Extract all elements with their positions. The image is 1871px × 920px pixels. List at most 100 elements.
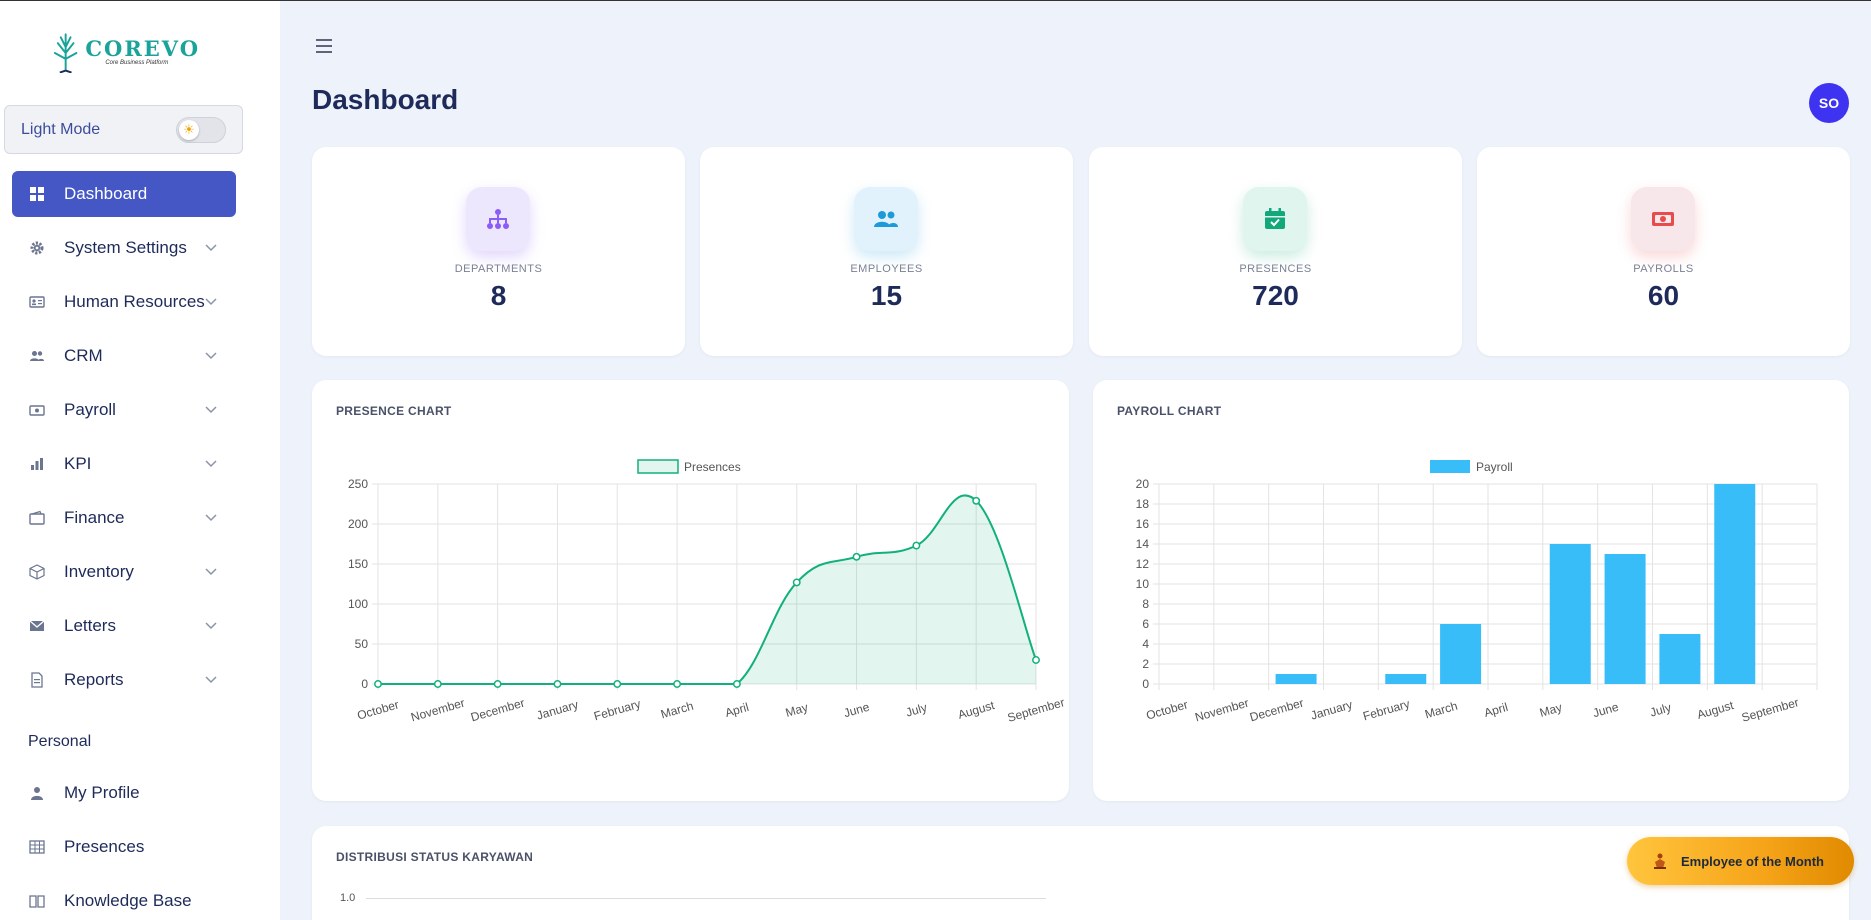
stat-label: EMPLOYEES — [850, 263, 923, 275]
sidebar-item-reports[interactable]: Reports — [12, 657, 236, 703]
status-chart-axis-line — [366, 898, 1046, 899]
bar-may — [1549, 544, 1591, 684]
brand-name: COREVO — [85, 36, 200, 61]
org-chart-icon — [466, 187, 530, 251]
payroll-bar-chart: 0 2 4 6 8 10 12 14 16 18 20 October NovemberDecember… — [1136, 460, 1818, 725]
theme-mode-panel: Light Mode ☀ — [4, 105, 243, 154]
data-point — [433, 680, 442, 688]
envelope-icon — [28, 617, 46, 635]
x-tick-label: February — [592, 697, 642, 724]
status-chart-tick-label: 1.0 — [340, 892, 356, 904]
trophy-person-icon — [1654, 853, 1666, 869]
x-tick-label: November — [409, 696, 466, 725]
sidebar-item-system-settings[interactable]: System Settings — [12, 225, 236, 271]
id-card-icon — [28, 293, 46, 311]
sidebar-section-personal: Personal — [28, 733, 92, 750]
employee-of-the-month-label: Employee of the Month — [1681, 853, 1824, 869]
table-icon — [28, 838, 46, 856]
chart-title: PAYROLL CHART — [1117, 404, 1222, 418]
y-tick-label: 100 — [348, 597, 368, 611]
sidebar-item-inventory[interactable]: Inventory — [12, 549, 236, 595]
y-tick-label: 18 — [1136, 497, 1150, 511]
sidebar-item-kpi[interactable]: KPI — [12, 441, 236, 487]
y-tick-label: 2 — [1142, 657, 1149, 671]
sun-icon: ☀ — [179, 119, 199, 140]
y-tick-label: 20 — [1136, 477, 1150, 491]
x-tick-label: July — [904, 700, 928, 719]
chart-title: DISTRIBUSI STATUS KARYAWAN — [336, 850, 534, 864]
x-tick-label: July — [1648, 700, 1672, 719]
data-point — [792, 578, 801, 587]
stat-label: DEPARTMENTS — [454, 263, 543, 275]
sidebar-item-payroll[interactable]: Payroll — [12, 387, 236, 433]
users-icon — [28, 347, 46, 365]
brand-logo[interactable]: COREVO Core Business Platform — [50, 31, 200, 73]
money-icon — [1631, 187, 1695, 251]
sidebar-item-letters[interactable]: Letters — [12, 603, 236, 649]
user-avatar[interactable]: SO — [1809, 83, 1849, 123]
box-icon — [28, 563, 46, 581]
sidebar-item-label: Reports — [64, 670, 124, 689]
hamburger-menu-icon[interactable] — [314, 36, 334, 56]
theme-mode-label: Light Mode — [21, 120, 101, 138]
x-tick-label: June — [842, 700, 871, 721]
y-tick-label: 0 — [361, 677, 368, 691]
x-tick-label: November — [1193, 696, 1250, 725]
stat-value: 15 — [870, 280, 903, 311]
x-tick-label: April — [1483, 700, 1510, 720]
chevron-down-icon — [205, 514, 217, 522]
gear-icon — [28, 239, 46, 257]
sidebar-item-crm[interactable]: CRM — [12, 333, 236, 379]
sidebar-item-label: Finance — [64, 508, 125, 527]
y-tick-label: 16 — [1136, 517, 1150, 531]
sidebar-item-human-resources[interactable]: Human Resources — [12, 279, 236, 325]
wallet-icon — [28, 509, 46, 527]
chevron-down-icon — [205, 352, 217, 360]
employee-of-the-month-button[interactable]: Employee of the Month — [1627, 837, 1854, 885]
stat-value: 60 — [1647, 280, 1680, 311]
chevron-down-icon — [205, 622, 217, 630]
legend-swatch-payroll — [1430, 460, 1470, 473]
x-tick-label: March — [659, 699, 695, 722]
sidebar-item-label: System Settings — [64, 238, 187, 257]
data-point — [673, 680, 682, 688]
payroll-chart-card: PAYROLL CHART 0 2 4 6 8 10 12 14 16 18 20 October No… — [1093, 380, 1849, 801]
grid-icon — [28, 185, 46, 203]
data-point — [1032, 656, 1040, 664]
book-icon — [28, 892, 46, 910]
bar-chart-icon — [28, 455, 46, 473]
sidebar-item-my-profile[interactable]: My Profile — [12, 770, 236, 816]
page-title: Dashboard — [312, 84, 459, 115]
theme-toggle[interactable]: ☀ — [176, 116, 226, 143]
x-tick-label: August — [956, 698, 996, 722]
sidebar-item-label: Dashboard — [64, 184, 148, 203]
y-tick-label: 250 — [348, 477, 368, 491]
user-icon — [28, 784, 46, 802]
chevron-down-icon — [205, 460, 217, 468]
x-tick-label: September — [1006, 695, 1066, 725]
y-tick-label: 10 — [1136, 577, 1150, 591]
tree-logo-icon — [53, 33, 78, 73]
sidebar-item-knowledge-base[interactable]: Knowledge Base — [12, 878, 236, 920]
chevron-down-icon — [205, 676, 217, 684]
data-point — [493, 680, 502, 688]
chevron-down-icon — [205, 298, 217, 306]
sidebar-item-label: CRM — [64, 346, 103, 365]
presence-chart-card: PRESENCE CHART 0 50 100 150 200 250 October Nov… — [312, 380, 1069, 801]
window-top-border — [0, 0, 1871, 1]
sidebar-item-presences[interactable]: Presences — [12, 824, 236, 870]
sidebar-nav: Dashboard System Settings Human Resource… — [12, 171, 236, 711]
x-tick-label: December — [1248, 696, 1305, 725]
data-point — [972, 496, 981, 505]
x-tick-label: December — [469, 696, 526, 725]
x-tick-label: March — [1423, 699, 1459, 722]
x-tick-label: April — [723, 700, 750, 720]
x-tick-label: October — [1145, 697, 1190, 722]
stat-card-payrolls: PAYROLLS 60 — [1477, 147, 1850, 356]
bar-february — [1385, 674, 1427, 684]
sidebar-item-finance[interactable]: Finance — [12, 495, 236, 541]
sidebar-item-dashboard[interactable]: Dashboard — [12, 171, 236, 217]
sidebar-item-label: My Profile — [64, 783, 140, 802]
x-tick-label: October — [356, 697, 401, 722]
x-tick-label: February — [1361, 697, 1411, 724]
